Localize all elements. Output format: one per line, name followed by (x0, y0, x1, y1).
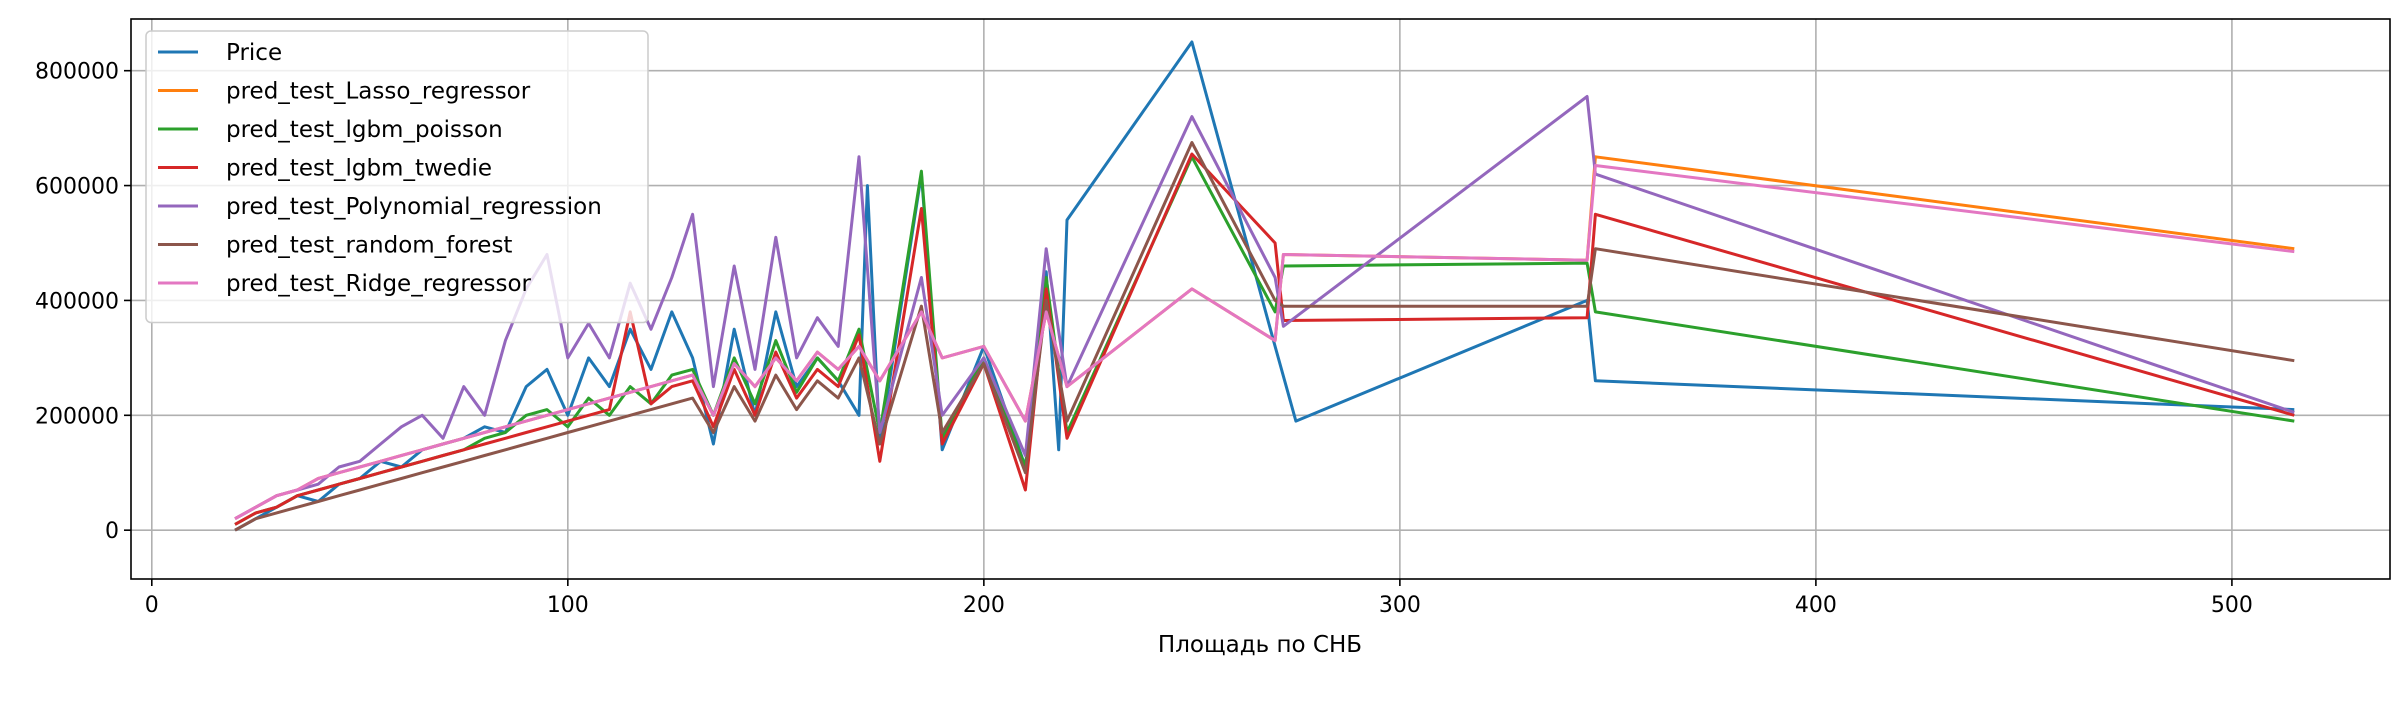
y-tick-label: 400000 (35, 289, 119, 314)
legend-label: Price (226, 40, 282, 66)
legend-label: pred_test_lgbm_twedie (226, 156, 492, 182)
x-tick-label: 0 (145, 593, 159, 618)
legend-label: pred_test_Polynomial_regression (226, 194, 602, 220)
y-tick-label: 600000 (35, 175, 119, 200)
legend: Price pred_test_Lasso_regressor pred_test_… (145, 30, 649, 324)
grid (131, 19, 2390, 579)
legend-label: pred_test_Ridge_regressor (226, 271, 532, 297)
plot-frame (130, 18, 2391, 580)
y-tick-label: 200000 (35, 404, 119, 429)
legend-label: pred_test_Lasso_regressor (226, 79, 531, 105)
x-tick-label: 200 (963, 593, 1005, 618)
x-tick-label: 300 (1379, 593, 1421, 618)
legend-box (145, 30, 649, 324)
x-tick-label: 100 (547, 593, 589, 618)
axis-ticks: 0 100 200 300 400 500 0 200000 400000 600000 80000… (35, 60, 2253, 618)
series-line-pred-test-polynomial-regression (234, 95, 2295, 521)
series-group (234, 40, 2295, 532)
legend-label: pred_test_lgbm_poisson (226, 117, 503, 143)
series-line-pred-test-ridge-regressor (234, 164, 2295, 521)
legend-label: pred_test_random_forest (226, 233, 512, 259)
y-tick-label: 800000 (35, 60, 119, 85)
x-axis-label: Площадь по СНБ (1158, 632, 1362, 658)
y-tick-label: 0 (105, 519, 119, 544)
x-tick-label: 500 (2211, 593, 2253, 618)
x-tick-label: 400 (1795, 593, 1837, 618)
